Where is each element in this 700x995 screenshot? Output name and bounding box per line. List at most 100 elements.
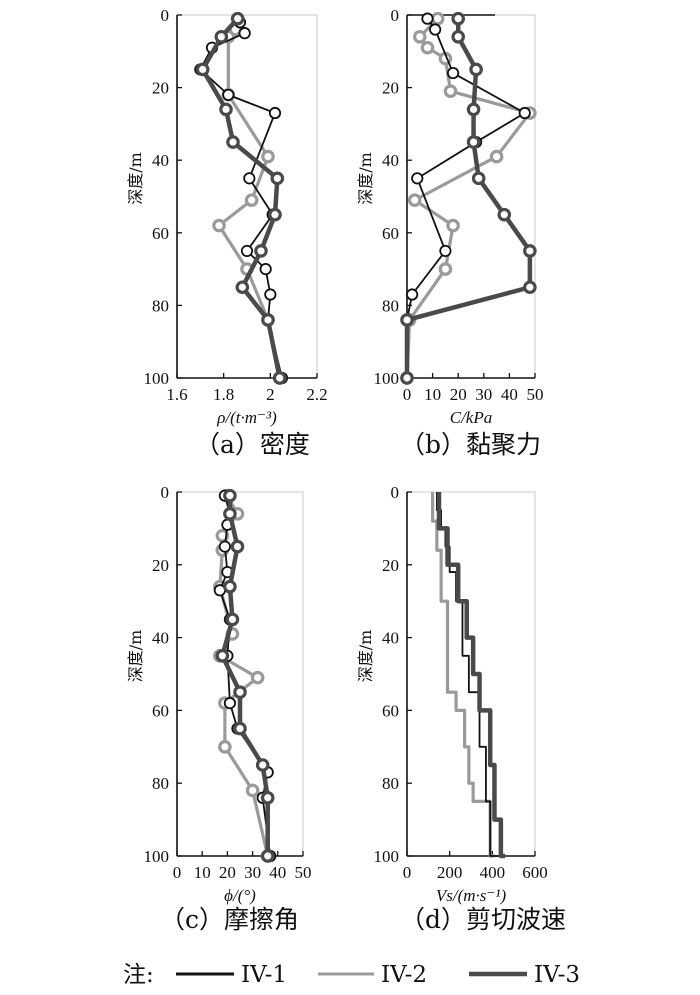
legend-label-iv-3: IV-3 [534, 962, 580, 988]
y-tick-label: 100 [144, 369, 170, 388]
data-point-iv-1 [222, 88, 235, 101]
y-tick-label: 100 [144, 847, 170, 866]
data-point-iv-1 [223, 697, 237, 710]
x-tick-label: 200 [437, 863, 463, 882]
data-point-iv-1 [243, 172, 256, 185]
y-tick-label: 40 [152, 629, 169, 648]
x-axis-label: ϕ/(°) [224, 886, 256, 905]
data-point-iv-3 [223, 507, 237, 521]
y-axis-label: 深度/m [356, 630, 375, 683]
y-tick-label: 100 [374, 369, 400, 388]
data-point-iv-3 [219, 102, 233, 117]
x-tick-label: 50 [295, 863, 312, 882]
data-point-iv-3 [466, 102, 481, 117]
data-point-iv-3 [230, 539, 245, 554]
x-tick-label: 0 [403, 863, 412, 882]
data-point-iv-2 [420, 40, 435, 55]
x-tick-label: 600 [522, 863, 548, 882]
legend-label-iv-2: IV-2 [381, 962, 427, 988]
data-point-iv-3 [268, 207, 282, 222]
data-point-iv-3 [226, 135, 240, 149]
data-point-iv-3 [223, 488, 237, 503]
data-point-iv-1 [218, 540, 231, 553]
data-point-iv-2 [212, 218, 226, 233]
data-point-iv-2 [438, 262, 453, 276]
data-point-iv-3 [469, 62, 483, 77]
data-point-iv-3 [400, 371, 414, 385]
y-tick-label: 20 [382, 79, 399, 98]
y-tick-label: 80 [152, 774, 169, 793]
series-line-iv-2 [431, 492, 495, 858]
y-tick-label: 100 [374, 847, 400, 866]
data-point-iv-3 [260, 849, 275, 863]
data-point-iv-2 [446, 218, 460, 233]
y-tick-label: 40 [152, 151, 169, 170]
x-tick-label: 30 [475, 385, 492, 404]
data-point-iv-1 [259, 262, 272, 276]
data-point-iv-3 [451, 29, 465, 44]
data-point-iv-3 [214, 29, 229, 44]
x-axis-label: C/kPa [450, 408, 493, 427]
y-tick-label: 0 [161, 6, 170, 25]
x-tick-label: 1.8 [213, 385, 234, 404]
data-point-iv-3 [471, 171, 486, 186]
data-point-iv-1 [240, 244, 254, 258]
y-tick-label: 20 [152, 79, 169, 98]
data-point-iv-3 [523, 244, 537, 258]
panel-caption: （c）摩擦角 [160, 905, 299, 934]
x-axis-label: ρ/(t·m⁻³) [216, 408, 277, 427]
y-tick-label: 60 [152, 701, 169, 720]
y-tick-label: 60 [382, 701, 399, 720]
data-point-iv-1 [406, 288, 419, 301]
x-axis-label: Vs/(m·s⁻¹) [436, 886, 507, 905]
y-tick-label: 80 [152, 296, 169, 315]
y-tick-label: 60 [382, 224, 399, 243]
x-tick-label: 0 [403, 385, 412, 404]
y-tick-label: 80 [382, 774, 399, 793]
panel-caption: （d）剪切波速 [400, 905, 566, 934]
data-point-iv-3 [233, 721, 247, 736]
y-tick-label: 20 [382, 556, 399, 575]
data-point-iv-3 [261, 313, 275, 327]
x-tick-label: 50 [527, 385, 544, 404]
x-tick-label: 30 [244, 863, 261, 882]
data-point-iv-1 [429, 23, 442, 36]
x-tick-label: 2 [266, 385, 275, 404]
data-point-iv-2 [218, 739, 232, 754]
data-point-iv-3 [270, 171, 285, 186]
data-point-iv-1 [439, 244, 452, 258]
data-point-iv-3 [235, 280, 250, 295]
x-tick-label: 1.6 [166, 385, 187, 404]
data-point-iv-3 [230, 11, 245, 26]
series-line-iv-1 [406, 18, 526, 378]
y-tick-label: 0 [391, 6, 400, 25]
data-point-iv-3 [255, 758, 270, 772]
data-point-iv-2 [261, 149, 275, 164]
x-tick-label: 10 [424, 385, 441, 404]
y-tick-label: 40 [382, 151, 399, 170]
data-point-iv-3 [497, 207, 512, 222]
data-point-iv-3 [400, 313, 414, 327]
data-point-iv-3 [195, 62, 210, 77]
data-point-iv-1 [411, 172, 424, 185]
data-point-iv-2 [430, 11, 445, 26]
y-axis-label: 深度/m [126, 152, 145, 205]
data-point-iv-3 [272, 371, 287, 385]
y-axis-label: 深度/m [356, 152, 375, 205]
data-point-iv-1 [238, 27, 251, 40]
y-tick-label: 80 [382, 296, 399, 315]
x-tick-label: 400 [480, 863, 506, 882]
y-tick-label: 0 [391, 483, 400, 502]
series-line-iv-3 [436, 492, 506, 859]
data-point-iv-3 [215, 648, 230, 663]
y-tick-label: 20 [152, 556, 169, 575]
x-tick-label: 20 [219, 863, 236, 882]
x-tick-label: 0 [173, 863, 182, 882]
panel-caption: （b）黏聚力 [400, 430, 541, 459]
data-point-iv-3 [523, 280, 537, 295]
data-point-iv-1 [421, 12, 434, 25]
